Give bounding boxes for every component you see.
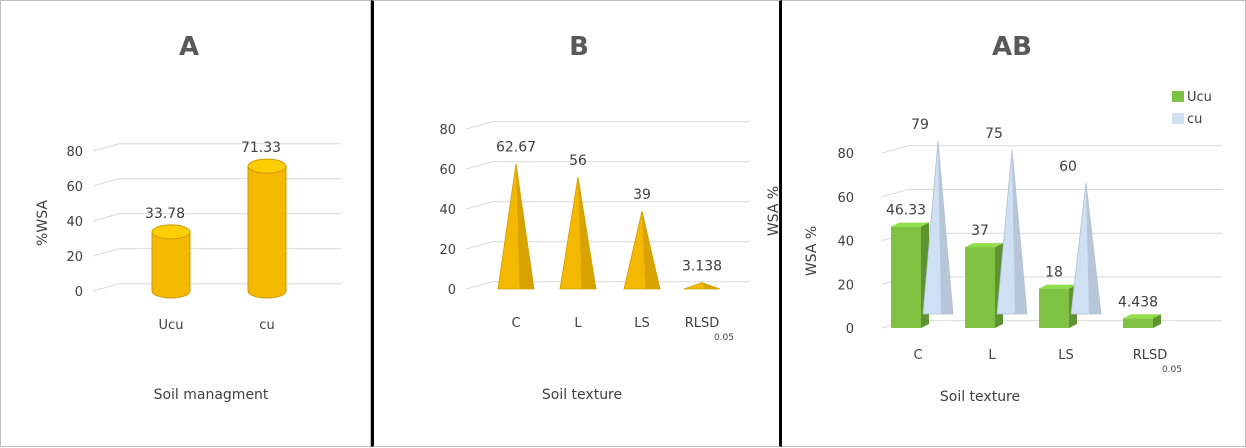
y-tick-label: 0 [75,285,83,300]
data-label: 62.67 [496,140,536,156]
data-label: 71.33 [241,140,281,156]
data-label: 46.33 [886,203,926,219]
data-label: 4.438 [1118,294,1158,310]
y-tick-label: 80 [66,145,83,160]
chart-ab-title: AB [992,32,1032,62]
chart-panel-a: A 0 20 40 60 80 33.78 71.33 Ucu cu Soil managm… [0,0,371,447]
gridline [465,201,749,210]
gridline [92,213,341,222]
bar [891,226,921,328]
gridline [465,121,749,130]
chart-a-svg: A 0 20 40 60 80 33.78 71.33 Ucu cu Soil managm… [35,32,341,403]
chart-b-ylabel: WSA % [766,186,779,236]
y-tick-label: 80 [439,123,456,138]
bar-shade [516,163,534,289]
y-tick-label: 40 [439,203,456,218]
bar-shade [702,282,720,289]
x-tick-subscript: 0.05 [714,333,734,343]
y-tick-label: 60 [66,180,83,195]
data-label: 3.138 [682,259,722,275]
gridline [881,145,1222,154]
chart-b-xlabel: Soil texture [542,387,622,403]
data-label: 60 [1059,159,1077,175]
y-tick-label: 40 [837,235,854,250]
gridline [465,281,749,290]
legend-swatch [1172,91,1184,102]
bar-top [247,158,287,174]
bar [247,165,287,299]
y-tick-label: 0 [846,322,854,337]
gridline [881,188,1222,198]
data-label: 33.78 [145,206,185,222]
data-label: 39 [633,187,651,203]
x-tick-label: L [988,348,996,363]
bar [965,247,995,328]
legend-label: cu [1187,112,1202,127]
chart-ab-ylabel: WSA % [804,226,820,276]
chart-b-title: B [569,32,589,62]
gridline [92,248,341,257]
bar-shade [642,211,660,289]
gridline [465,161,749,170]
data-label: 56 [569,153,587,169]
chart-a-title: A [179,32,199,62]
bar-top [965,243,1003,248]
y-tick-label: 60 [439,163,456,178]
legend-label: Ucu [1187,90,1212,105]
chart-ab-svg: AB 0 20 40 60 80 46.33 37 18 4.438 79 75 60 C L LS RL… [804,32,1222,405]
gridline [465,241,749,250]
chart-a-xlabel: Soil managment [154,387,269,403]
bar-side [1153,314,1161,328]
legend-swatch [1172,113,1184,124]
bar-shade [938,141,953,314]
chart-panel-b: B 0 20 40 60 80 62.67 56 39 3.138 C L LS RLSD 0.05 … [371,0,782,447]
x-tick-label: Ucu [159,318,184,333]
bar-top [1123,314,1161,319]
y-tick-label: 80 [837,147,854,162]
bar [1039,288,1069,328]
x-tick-label: RLSD [1133,348,1168,363]
bar-shade [1012,149,1027,314]
chart-a-ylabel: %WSA [35,200,51,246]
x-tick-label: C [913,348,922,363]
data-label: 79 [911,117,929,133]
x-tick-label: LS [1058,348,1074,363]
x-tick-label: LS [634,316,650,331]
y-tick-label: 60 [837,191,854,206]
x-tick-label: RLSD [685,316,720,331]
x-tick-subscript: 0.05 [1162,365,1182,375]
bar [151,231,191,299]
bar [1123,318,1153,328]
bar-shade [578,177,596,289]
x-tick-label: L [574,316,582,331]
data-label: 18 [1045,265,1063,281]
chart-panel-ab: AB 0 20 40 60 80 46.33 37 18 4.438 79 75 60 C L LS RL… [782,0,1246,447]
gridline [92,178,341,187]
bar-top [151,224,191,240]
bar-top [1039,284,1077,289]
y-tick-label: 20 [837,278,854,293]
bar-shade [1086,182,1101,314]
y-tick-label: 40 [66,215,83,230]
gridline [92,143,341,152]
y-tick-label: 20 [439,243,456,258]
chart-ab-xlabel: Soil texture [940,389,1020,405]
x-tick-label: C [511,316,520,331]
data-label: 37 [971,223,989,239]
bar-top [891,222,929,227]
data-label: 75 [985,126,1003,142]
y-tick-label: 0 [448,283,456,298]
gridline [92,283,341,292]
x-tick-label: cu [259,318,274,333]
y-tick-label: 20 [66,250,83,265]
